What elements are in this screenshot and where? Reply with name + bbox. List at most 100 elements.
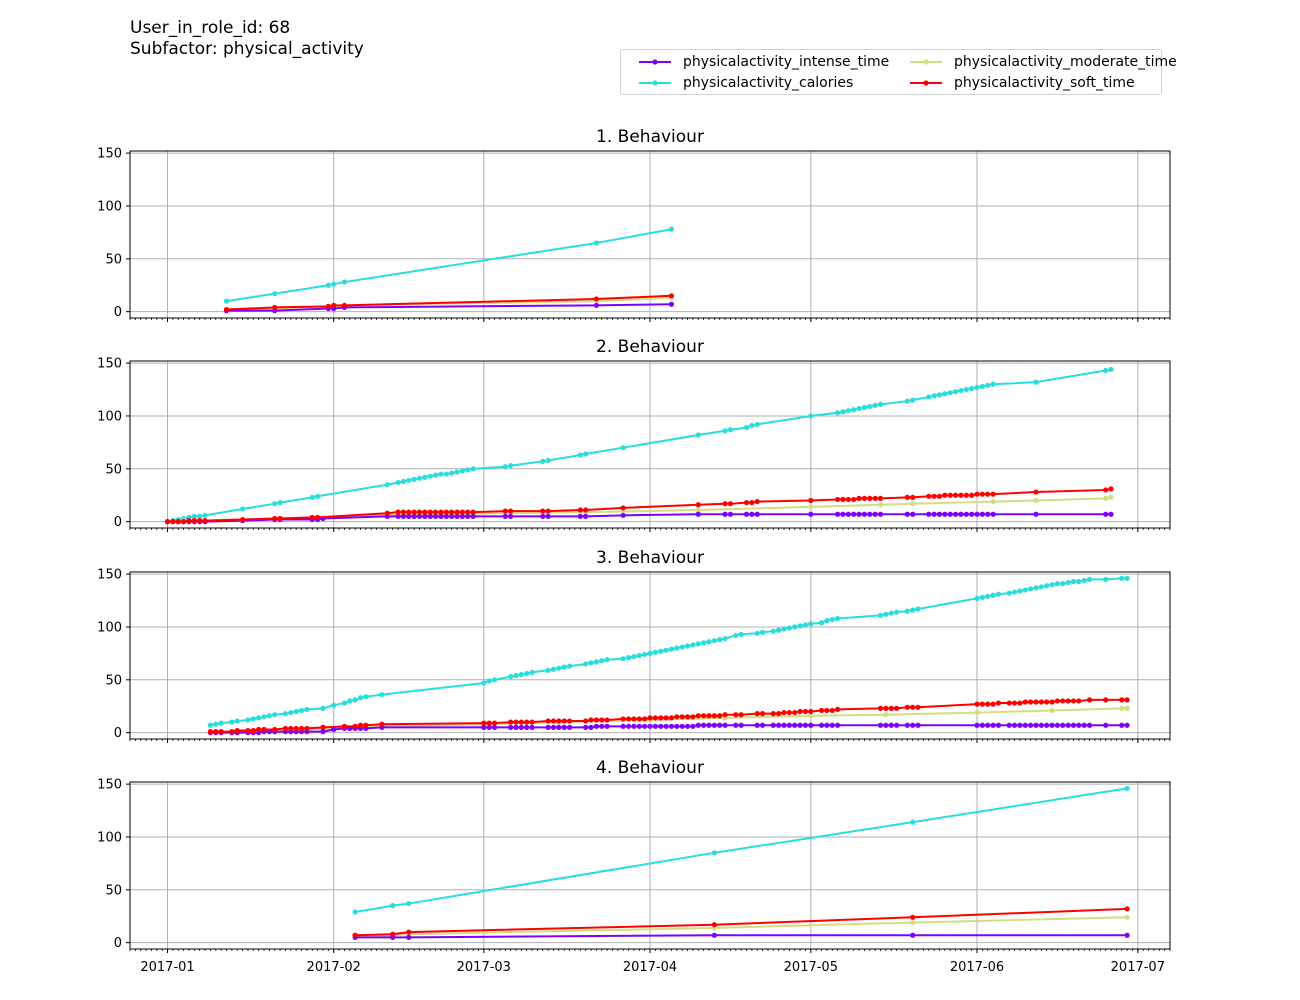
data-point-calories bbox=[1065, 579, 1071, 586]
data-point-moderate bbox=[974, 709, 980, 716]
data-point-calories bbox=[910, 607, 916, 613]
data-point-intense bbox=[797, 722, 803, 728]
data-point-soft bbox=[883, 705, 889, 711]
data-point-calories bbox=[1022, 587, 1028, 593]
data-point-calories bbox=[566, 663, 573, 669]
series-line-moderate bbox=[355, 916, 1128, 938]
data-point-intense bbox=[636, 723, 642, 729]
data-point-intense bbox=[915, 722, 921, 728]
data-point-calories bbox=[593, 659, 599, 665]
y-tick-label: 100 bbox=[97, 830, 122, 845]
data-point-calories bbox=[835, 410, 841, 416]
data-point-intense bbox=[711, 722, 717, 728]
data-point-calories bbox=[743, 424, 750, 431]
data-point-soft bbox=[1060, 698, 1066, 704]
data-point-calories bbox=[518, 671, 524, 678]
legend-swatch-intense bbox=[639, 59, 671, 65]
data-point-calories bbox=[727, 427, 734, 433]
data-point-calories bbox=[636, 652, 642, 659]
data-point-soft bbox=[620, 505, 626, 511]
data-point-soft bbox=[695, 502, 701, 508]
data-point-soft bbox=[202, 518, 208, 524]
data-point-soft bbox=[931, 493, 937, 499]
data-point-soft bbox=[1033, 699, 1039, 705]
data-point-calories bbox=[443, 471, 449, 477]
data-point-calories bbox=[845, 408, 851, 414]
data-point-soft bbox=[1017, 700, 1023, 706]
data-point-intense bbox=[936, 511, 943, 517]
data-point-calories bbox=[910, 819, 916, 825]
x-tick-label: 2017-03 bbox=[457, 960, 511, 975]
data-point-calories bbox=[379, 692, 385, 698]
data-point-calories bbox=[652, 649, 658, 655]
data-point-moderate bbox=[883, 712, 889, 718]
data-point-moderate bbox=[1049, 707, 1055, 714]
data-point-intense bbox=[320, 729, 326, 735]
y-tick-label: 50 bbox=[105, 673, 122, 688]
data-point-intense bbox=[524, 724, 530, 730]
data-point-calories bbox=[754, 630, 760, 636]
data-point-soft bbox=[877, 705, 884, 711]
data-point-soft bbox=[808, 497, 814, 504]
data-point-calories bbox=[1038, 584, 1044, 590]
data-point-calories bbox=[272, 291, 278, 297]
chart-panel-4: 2017-01 2017-02 2017-03 2017-04 2017-05 2017-… bbox=[97, 758, 1171, 975]
data-point-soft bbox=[357, 722, 364, 728]
data-point-intense bbox=[561, 724, 567, 730]
data-point-calories bbox=[776, 627, 782, 633]
data-point-soft bbox=[684, 714, 691, 720]
data-point-soft bbox=[545, 508, 551, 514]
data-point-soft bbox=[315, 514, 321, 521]
data-point-soft bbox=[738, 712, 744, 718]
data-point-intense bbox=[1006, 722, 1012, 728]
data-point-soft bbox=[508, 719, 514, 725]
data-point-calories bbox=[883, 611, 889, 617]
x-tick-label: 2017-04 bbox=[623, 960, 677, 975]
data-point-calories bbox=[363, 694, 369, 700]
data-point-intense bbox=[1054, 722, 1061, 728]
data-point-calories bbox=[1103, 576, 1109, 583]
data-point-intense bbox=[518, 724, 524, 730]
data-point-intense bbox=[663, 723, 669, 729]
data-point-calories bbox=[663, 647, 669, 653]
data-point-calories bbox=[861, 404, 868, 411]
data-point-soft bbox=[443, 509, 449, 515]
data-point-soft bbox=[298, 725, 305, 732]
data-point-calories bbox=[604, 657, 610, 663]
data-point-soft bbox=[234, 727, 240, 734]
data-point-soft bbox=[1044, 699, 1050, 705]
series-line-soft bbox=[355, 907, 1128, 937]
data-point-calories bbox=[1017, 588, 1023, 594]
data-point-soft bbox=[717, 713, 723, 719]
data-point-intense bbox=[1011, 722, 1018, 728]
data-point-calories bbox=[722, 635, 728, 642]
data-point-intense bbox=[910, 932, 916, 938]
data-point-calories bbox=[690, 642, 696, 648]
data-point-soft bbox=[743, 500, 750, 506]
plot-frame bbox=[129, 781, 1171, 950]
data-point-moderate bbox=[695, 507, 701, 513]
data-point-calories bbox=[1011, 589, 1018, 595]
data-point-intense bbox=[540, 513, 546, 519]
data-point-soft bbox=[722, 501, 728, 507]
data-point-intense bbox=[856, 511, 862, 517]
data-point-calories bbox=[1033, 585, 1039, 591]
data-point-intense bbox=[684, 723, 691, 729]
data-point-intense bbox=[722, 722, 728, 728]
data-point-calories bbox=[808, 621, 814, 627]
data-point-intense bbox=[963, 511, 969, 517]
data-point-soft bbox=[985, 491, 991, 497]
data-point-calories bbox=[282, 711, 289, 717]
data-point-calories bbox=[770, 628, 776, 634]
data-point-calories bbox=[979, 594, 985, 600]
data-point-calories bbox=[395, 479, 401, 486]
data-point-intense bbox=[502, 513, 508, 519]
data-point-calories bbox=[191, 513, 197, 519]
data-point-calories bbox=[990, 592, 996, 598]
data-point-intense bbox=[406, 934, 412, 940]
data-point-soft bbox=[341, 302, 348, 308]
data-point-soft bbox=[642, 716, 648, 722]
data-point-calories bbox=[266, 713, 272, 719]
data-point-moderate bbox=[1103, 495, 1109, 502]
